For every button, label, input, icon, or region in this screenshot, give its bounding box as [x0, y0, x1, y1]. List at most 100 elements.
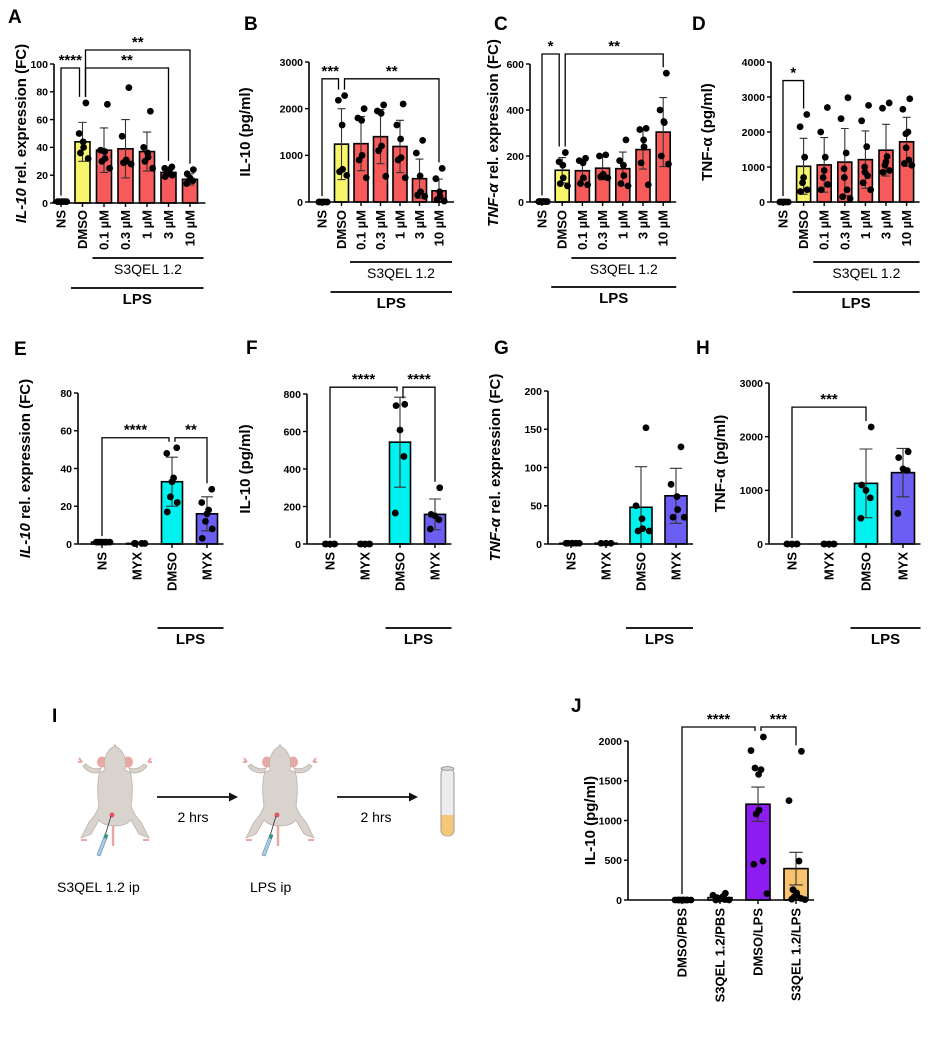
data-point: [362, 174, 370, 182]
error-bar: [121, 119, 130, 179]
x-tick-label: 10 µM: [432, 210, 447, 246]
panel-letter-e: E: [14, 339, 27, 360]
data-point: [881, 161, 889, 169]
y-tick-label: 40: [60, 463, 72, 475]
data-point: [755, 770, 762, 778]
data-point: [392, 402, 400, 410]
x-tick-label: 0.1 µM: [817, 210, 832, 250]
data-point: [412, 149, 420, 157]
data-point: [416, 172, 424, 180]
data-point: [98, 157, 106, 165]
group-label: LPS: [377, 295, 406, 312]
y-tick-label: 1000: [740, 485, 764, 497]
y-axis-label-part: rel. expression (FC): [13, 44, 30, 188]
data-point: [803, 111, 811, 118]
y-tick-label: 100: [524, 462, 542, 474]
y-tick-label: 4000: [742, 57, 766, 69]
x-tick-label: MYX: [669, 552, 684, 581]
y-tick-label: 0: [536, 539, 542, 551]
data-point: [824, 181, 832, 188]
data-point: [673, 493, 681, 500]
arrow-2-label: 2 hrs: [360, 809, 391, 825]
data-point: [899, 105, 907, 113]
y-tick-label: 20: [36, 170, 48, 182]
data-point: [391, 509, 399, 517]
data-point: [440, 197, 448, 205]
data-point: [414, 191, 422, 199]
blood-tube-icon: [440, 766, 455, 837]
chart-panel-e: E IL-10 rel. expression (FC) 0 20 40 60 80 NS MY…: [14, 339, 224, 648]
x-tick-label: DMSO/PBS: [675, 908, 690, 978]
data-point: [846, 195, 854, 202]
data-point: [77, 149, 84, 157]
significance-bracket: [60, 67, 81, 196]
data-point: [677, 443, 685, 451]
data-point: [426, 525, 434, 533]
data-point: [636, 126, 644, 133]
data-point: [556, 180, 564, 188]
data-point: [908, 161, 916, 169]
data-point: [895, 454, 903, 461]
data-point: [617, 180, 625, 188]
data-point: [656, 106, 664, 114]
x-tick-label: 0.3 µM: [837, 210, 852, 250]
x-tick-label: 0.3 µM: [118, 210, 133, 250]
y-tick-label: 100: [30, 59, 48, 71]
data-point: [750, 860, 758, 868]
significance-label: ***: [770, 711, 788, 728]
y-tick-label: 2000: [599, 736, 623, 748]
y-tick-label: 3000: [740, 378, 764, 390]
significance-label: ****: [352, 371, 376, 388]
x-tick-label: DMSO: [334, 210, 349, 249]
chart-panel-c: C TNF-α rel. expression (FC) 0 200 400 600 NS D…: [485, 14, 677, 307]
data-point: [842, 149, 850, 157]
y-axis-label-part: rel. expression (FC): [485, 39, 502, 183]
data-point: [334, 96, 342, 104]
arrow-1-label: 2 hrs: [177, 809, 208, 825]
group-label: LPS: [871, 631, 900, 648]
y-axis-label-part: IL-10 (pg/ml): [582, 776, 599, 865]
y-tick-label: 0: [297, 197, 303, 209]
x-tick-label: 3 µM: [636, 210, 651, 239]
data-point: [902, 130, 910, 138]
significance-label: **: [185, 422, 197, 439]
significance-label: *: [790, 65, 796, 82]
panel-letter-f: F: [246, 338, 258, 359]
data-point: [435, 516, 443, 524]
data-point: [79, 138, 87, 146]
panel-letter-c: C: [494, 14, 508, 35]
data-point: [858, 117, 866, 125]
data-point: [840, 174, 848, 181]
data-point: [401, 174, 409, 182]
x-tick-label: MYX: [896, 552, 911, 581]
x-tick-label: DMSO: [165, 552, 180, 591]
group-label: LPS: [645, 631, 674, 648]
x-tick-label: MYX: [200, 552, 215, 581]
significance-label: ***: [820, 391, 838, 408]
y-tick-label: 150: [524, 424, 542, 436]
data-point: [397, 135, 405, 143]
chart-panel-f: F IL-10 (pg/ml) 0 200 400 600 800 NS MYX DMSO MYX L…: [237, 338, 452, 648]
y-tick-label: 0: [295, 539, 301, 551]
x-tick-label: MYX: [428, 552, 443, 581]
data-point: [382, 172, 390, 180]
data-point: [438, 165, 446, 172]
x-tick-label: DMSO: [555, 210, 570, 249]
y-axis-label-part: TNF-α: [487, 517, 504, 561]
x-tick-label: 3 µM: [161, 210, 176, 239]
data-point: [867, 423, 875, 431]
data-point: [360, 105, 368, 113]
data-point: [819, 174, 827, 181]
chart-panels: A IL-10 rel. expression (FC) 0 20 40 60 80 100 N…: [8, 7, 921, 1002]
y-axis-label: IL-10 (pg/ml): [237, 87, 254, 176]
data-point: [886, 167, 893, 174]
y-tick-label: 1500: [599, 776, 623, 788]
y-axis-label-part: TNF-α (pg/ml): [712, 415, 729, 513]
mouse-injection-icon: [78, 743, 152, 857]
data-point: [785, 797, 793, 805]
data-point: [624, 182, 632, 190]
y-axis-label-part: TNF-α (pg/ml): [699, 83, 716, 181]
data-point: [640, 136, 648, 144]
significance-bracket: [174, 437, 208, 484]
x-tick-label: DMSO: [859, 552, 874, 591]
